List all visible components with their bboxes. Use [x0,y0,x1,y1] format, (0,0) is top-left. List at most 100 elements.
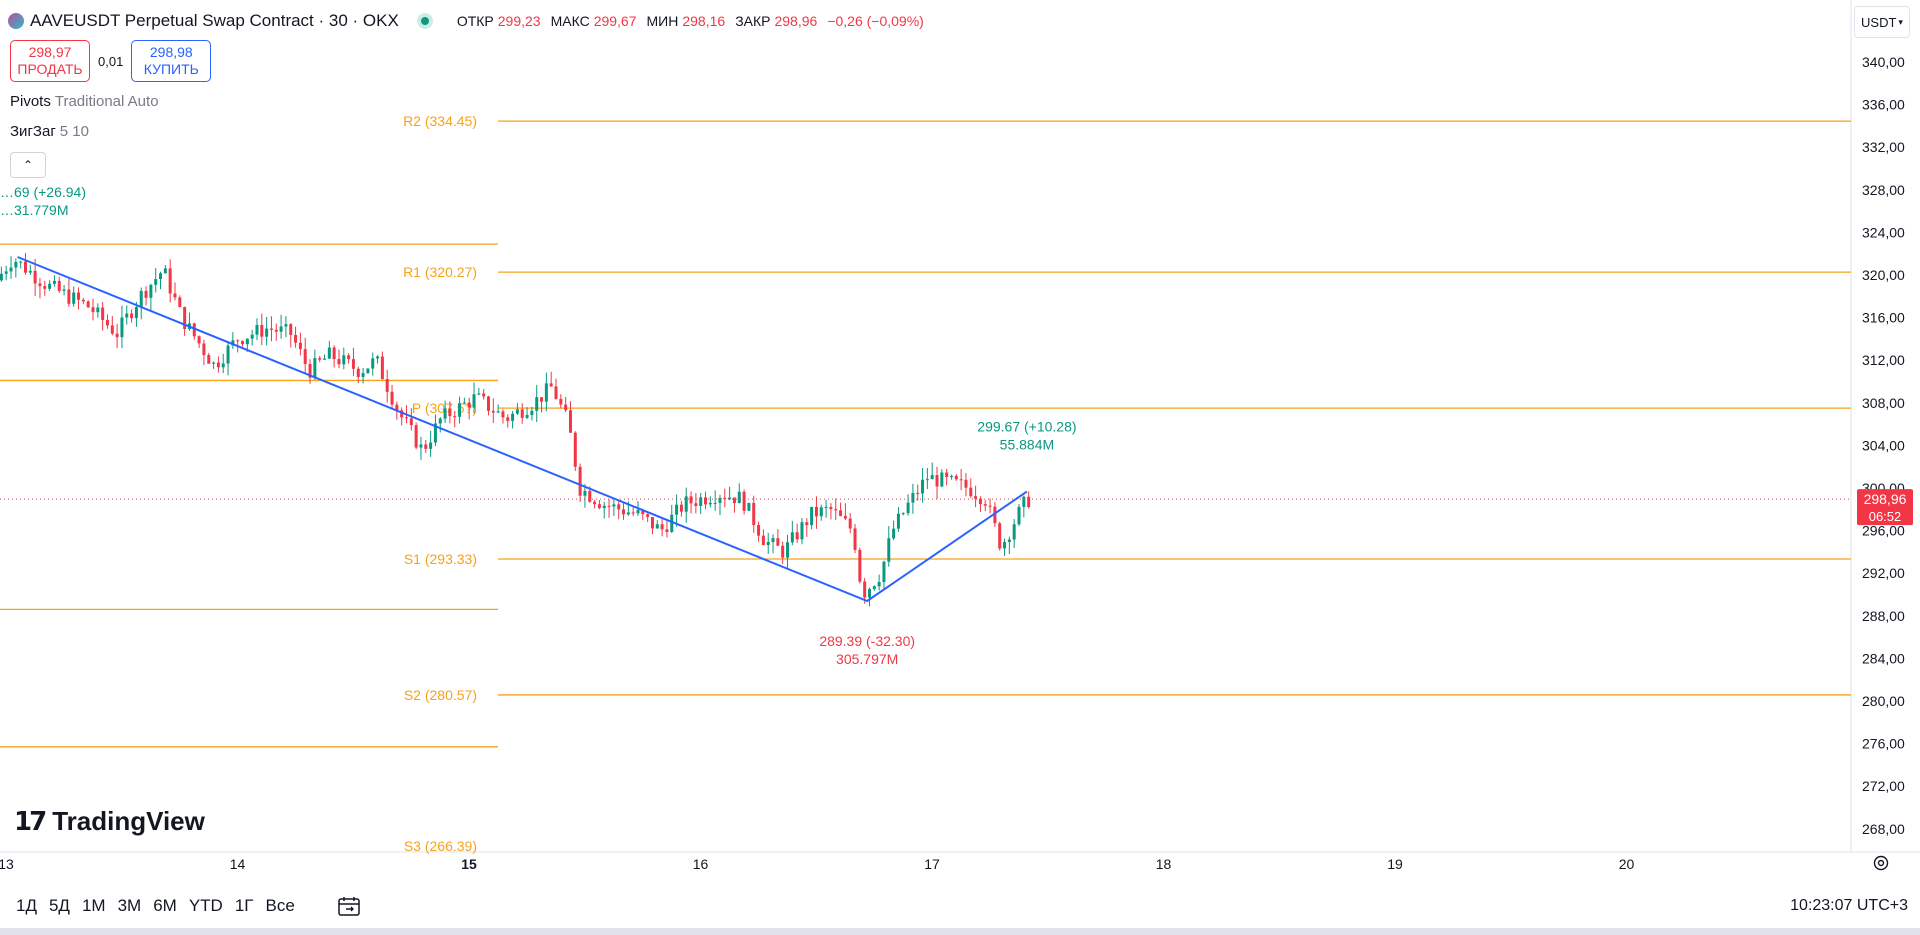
zigzag-volume-label: …31.779M [0,202,68,218]
candle-body [57,280,61,291]
bottom-border [0,928,1920,935]
candle-body [448,408,452,417]
candle-body [660,524,664,530]
candle-body [91,307,95,313]
candle-body [265,328,269,337]
candle-body [679,504,683,512]
candle-body [737,491,741,504]
candle-body [511,413,515,421]
change-value: −0,26 (−0,09%) [827,13,924,29]
candle-body [390,391,394,405]
y-tick-label: 268,00 [1862,821,1905,837]
open-label: ОТКР [456,13,494,29]
buy-price: 298,98 [149,44,193,60]
candle-body [414,425,418,448]
y-tick-label: 316,00 [1862,310,1905,326]
candle-body [993,506,997,524]
candle-body [906,502,910,514]
candle-body [704,497,708,505]
y-tick-label: 280,00 [1862,693,1905,709]
range-1m-button[interactable]: 1М [81,896,106,915]
collapse-indicators-button[interactable]: ⌃ [10,152,46,178]
candle-body [115,333,119,338]
gear-icon[interactable] [1872,854,1890,877]
candle-body [105,319,109,326]
candle-body [867,589,871,598]
pivot-label-r2: R2 (334.45) [403,113,477,129]
candle-body [795,532,799,540]
candle-body [472,394,476,408]
candle-body [622,509,626,515]
candle-body [236,340,240,342]
range-ytd-button[interactable]: YTD [188,896,223,915]
sell-button[interactable]: 298,97 ПРОДАТЬ [10,40,90,82]
indicator-zigzag[interactable]: ЗигЗаг 5 10 [10,123,89,140]
y-tick-label: 296,00 [1862,523,1905,539]
range-all-button[interactable]: Все [265,896,295,915]
candle-body [371,358,375,369]
spread-value: 0,01 [98,53,124,69]
candle-body [655,524,659,529]
symbol-title[interactable]: AAVEUSDT Perpetual Swap Contract · 30 · … [30,11,399,30]
candle-body [583,490,587,496]
zigzag-line [17,256,1028,603]
range-5d-button[interactable]: 5Д [48,896,70,915]
candle-body [443,408,447,419]
candle-body [612,504,616,507]
range-3m-button[interactable]: 3М [117,896,142,915]
calendar-goto-icon[interactable] [337,896,361,916]
candle-body [597,504,601,509]
currency-select[interactable]: USDT ▾ [1854,6,1910,38]
range-1d-button[interactable]: 1Д [16,896,37,915]
candle-body [86,301,90,308]
x-tick-label: 16 [693,856,709,872]
bar-countdown-label: 06:52 [1869,509,1902,524]
clock-timezone[interactable]: 10:23:07 UTC+3 [1790,897,1908,914]
range-6m-button[interactable]: 6М [153,896,177,915]
candle-body [486,396,490,411]
indicator-pivots[interactable]: Pivots Traditional Auto [10,93,159,110]
candle-body [453,416,457,418]
pivot-label-s2: S2 (280.57) [404,687,477,703]
candle-body [289,324,293,335]
bottom-toolbar: 1Д 5Д 1М 3М 6М YTD 1Г Все 10:23:07 UTC+3 [0,884,1920,928]
candle-body [834,509,838,511]
candle-body [636,509,640,514]
candle-body [19,261,23,263]
candle-body [544,383,548,402]
currency-label: USDT [1861,14,1897,30]
candle-body [149,284,153,298]
candle-body [641,509,645,515]
candle-body [159,273,163,280]
candle-body [482,393,486,397]
candle-body [438,418,442,424]
candle-body [650,517,654,529]
candle-body [954,475,958,480]
candle-body [332,347,336,360]
candle-body [308,364,312,378]
candle-body [670,514,674,532]
buy-button[interactable]: 298,98 КУПИТЬ [131,40,212,82]
candle-body [284,324,288,327]
market-status-icon[interactable] [420,17,429,25]
last-price-label: 298,96 [1864,491,1907,507]
candle-body [269,328,273,330]
candle-body [911,492,915,503]
candle-body [202,343,206,356]
candle-body [819,507,823,517]
candle-body [327,347,331,359]
candle-body [805,522,809,526]
candle-body [376,356,380,359]
candle-body [250,334,254,339]
tradingview-logo[interactable]: 17 TradingView [14,806,205,837]
candle-body [197,336,201,344]
buy-label: КУПИТЬ [143,61,199,77]
candle-body [781,545,785,558]
candle-body [77,292,81,300]
candle-body [626,512,630,515]
candle-body [689,496,693,504]
range-1y-button[interactable]: 1Г [234,896,254,915]
candle-body [814,506,818,517]
candle-body [872,586,876,590]
